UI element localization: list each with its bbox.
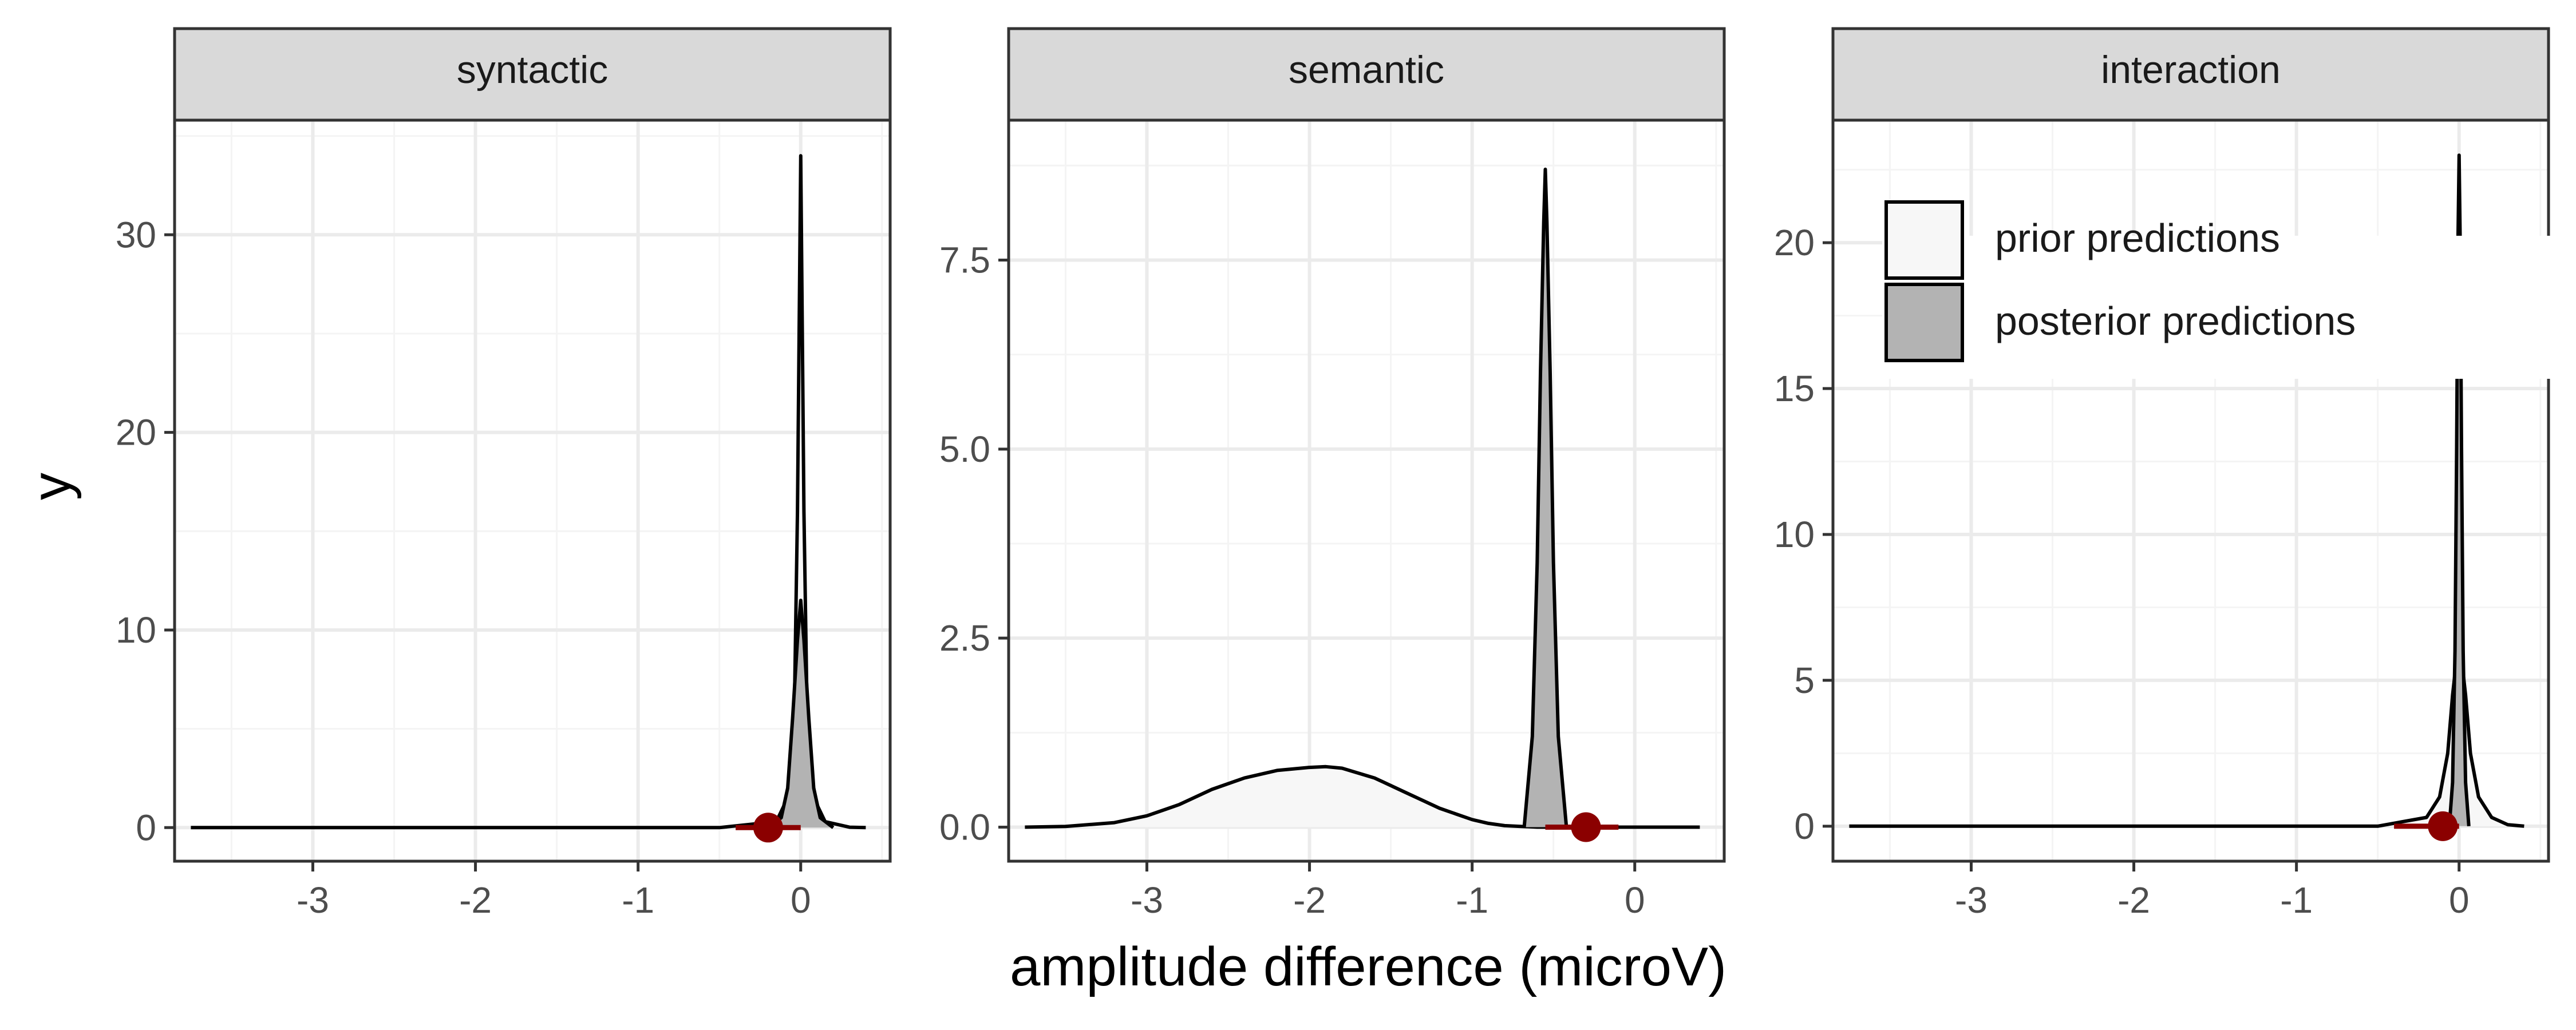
x-tick-label: -3 — [297, 880, 329, 921]
y-tick-label: 10 — [1774, 514, 1815, 555]
legend-background — [1882, 236, 2569, 379]
panel-interaction: interaction -3 -2 -1 0 0 5 10 15 20 — [1774, 27, 2550, 921]
y-tick-label: 15 — [1774, 368, 1815, 409]
x-tick-label: -3 — [1131, 880, 1163, 921]
x-tick-label: -2 — [459, 880, 492, 921]
y-axis-title: y — [21, 473, 82, 500]
facet-strip-label: interaction — [2101, 48, 2281, 92]
legend-label-prior-predictions: prior predictions — [1995, 216, 2280, 260]
legend-key-prior-predictions — [1884, 200, 1964, 280]
y-tick-label: 10 — [116, 609, 156, 651]
x-tick-label: -1 — [1456, 880, 1488, 921]
facet-strip — [1831, 27, 2550, 122]
y-tick-label: 0.0 — [939, 807, 990, 848]
legend: prior predictions posterior predictions — [1882, 200, 2569, 379]
y-tick-label: 0 — [1794, 806, 1815, 847]
y-tick-label: 5.0 — [939, 429, 990, 470]
y-tick-label: 5 — [1794, 660, 1815, 701]
observed-point — [1571, 812, 1601, 842]
facet-strip — [1007, 27, 1726, 122]
observed-point — [753, 813, 783, 843]
x-tick-label: 0 — [791, 880, 811, 921]
y-tick-label: 20 — [1774, 222, 1815, 263]
density-line-prior-predictions — [191, 154, 866, 830]
facet-strip-label: semantic — [1289, 48, 1444, 92]
x-tick-label: -3 — [1955, 880, 1988, 921]
x-tick-label: -1 — [2280, 880, 2313, 921]
y-tick-label: 0 — [136, 807, 156, 848]
legend-key-posterior-predictions — [1884, 283, 1964, 362]
panel-syntactic: syntactic -3 -2 -1 0 0 10 20 30 — [116, 27, 892, 921]
panel-semantic: semantic -3 -2 -1 0 0.0 2.5 5.0 7.5 — [939, 27, 1726, 921]
density-line-posterior-predictions — [2447, 153, 2471, 827]
density-area-posterior-predictions — [768, 600, 833, 828]
y-tick-label: 7.5 — [939, 239, 990, 280]
y-tick-label: 2.5 — [939, 617, 990, 659]
y-tick-label: 20 — [116, 412, 156, 453]
y-tick-label: 30 — [116, 214, 156, 255]
x-tick-label: 0 — [2449, 880, 2470, 921]
x-tick-label: -2 — [2117, 880, 2150, 921]
density-area-posterior-predictions — [2449, 155, 2469, 826]
density-area-prior-predictions — [1025, 766, 1700, 827]
density-line-posterior-predictions — [767, 599, 835, 829]
density-line-posterior-predictions — [1522, 167, 1568, 827]
facet-strip-label: syntactic — [457, 48, 609, 92]
x-axis-title: amplitude difference (microV) — [1010, 936, 1726, 997]
x-tick-label: -1 — [622, 880, 654, 921]
observed-point — [2428, 811, 2458, 841]
plot-background — [175, 120, 890, 861]
legend-label-posterior-predictions: posterior predictions — [1995, 299, 2356, 343]
plot-background — [1009, 120, 1724, 861]
chart-panels: syntactic -3 -2 -1 0 0 10 20 30 semantic -3 -2 -1 0 0.… — [116, 27, 2550, 921]
x-tick-label: -2 — [1293, 880, 1326, 921]
x-tick-label: 0 — [1625, 880, 1645, 921]
facet-strip — [173, 27, 892, 122]
